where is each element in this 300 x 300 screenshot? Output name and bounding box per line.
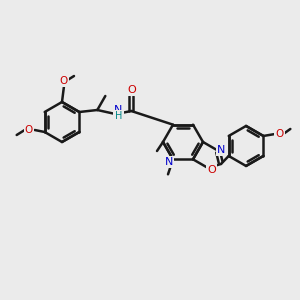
Text: O: O	[275, 129, 284, 139]
Text: N: N	[114, 105, 122, 115]
Text: N: N	[217, 145, 225, 154]
Text: H: H	[115, 111, 122, 121]
Text: O: O	[25, 125, 33, 135]
Text: N: N	[217, 145, 225, 154]
Text: O: O	[127, 85, 136, 95]
Text: H: H	[115, 111, 122, 121]
Text: O: O	[207, 165, 216, 175]
Text: N: N	[165, 157, 173, 167]
Text: O: O	[25, 125, 33, 135]
Text: O: O	[127, 85, 136, 95]
Text: O: O	[207, 165, 216, 175]
Text: N: N	[165, 157, 173, 167]
Text: O: O	[60, 76, 68, 86]
Text: O: O	[275, 129, 284, 139]
Text: N: N	[114, 105, 122, 115]
Text: O: O	[60, 76, 68, 86]
